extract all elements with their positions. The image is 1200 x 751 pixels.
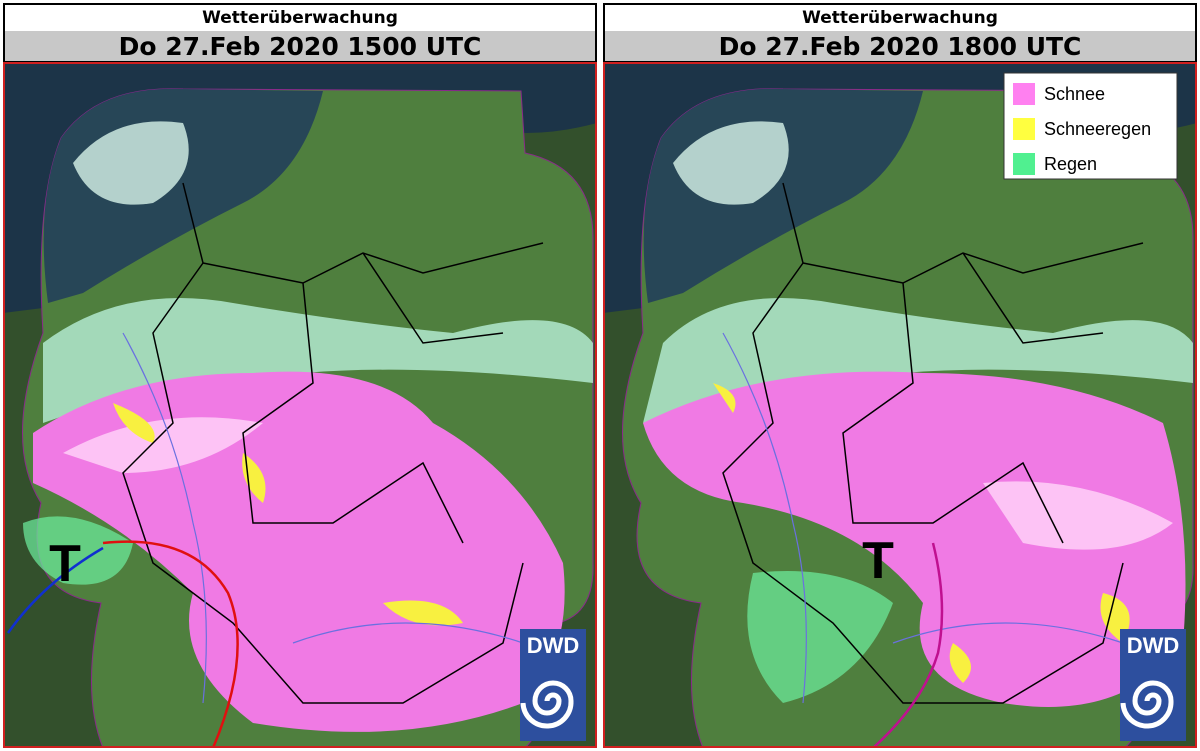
- subtitle: Do 27.Feb 2020 1500 UTC: [119, 32, 482, 61]
- panel: T Wetterüberwachung Do 27.Feb 2020 1500 UT…: [3, 3, 597, 748]
- legend-swatch: [1013, 118, 1035, 140]
- rain-north: [73, 121, 189, 205]
- precipitation: [23, 121, 593, 732]
- rivers: [722, 332, 1124, 704]
- header-band: [603, 31, 1197, 62]
- borders: [122, 182, 544, 704]
- snow-light: [63, 417, 263, 473]
- snow-light: [983, 481, 1173, 550]
- front: [872, 542, 944, 748]
- legend-label: Schnee: [1044, 84, 1105, 104]
- rain-south: [23, 516, 133, 585]
- map-frame: [603, 62, 1197, 748]
- front: [102, 540, 239, 748]
- rivers: [122, 332, 524, 704]
- logo-swirl: [520, 680, 574, 729]
- legend-label: Schneeregen: [1044, 119, 1151, 139]
- panel: T Wetterüberwachung Do 27.Feb 2020 1800 UT…: [603, 3, 1197, 748]
- legend-swatch: [1013, 153, 1035, 175]
- rain-band: [643, 298, 1193, 423]
- rain-band: [43, 298, 593, 423]
- dwd-logo: DWD: [520, 629, 586, 741]
- title: Wetterüberwachung: [202, 8, 398, 28]
- map: T: [603, 62, 1197, 748]
- logo-text: DWD: [527, 633, 580, 658]
- header-top: [603, 3, 1197, 31]
- borders: [722, 182, 1144, 704]
- map-frame: [3, 62, 597, 748]
- rain-north: [673, 121, 789, 205]
- low-label: T: [49, 535, 81, 593]
- sleet-band: [113, 403, 463, 626]
- legend: Schnee Schneeregen Regen: [1003, 72, 1178, 180]
- rain-south: [747, 571, 893, 703]
- header-band: [3, 31, 597, 62]
- subtitle: Do 27.Feb 2020 1800 UTC: [719, 32, 1082, 61]
- low-label: T: [862, 532, 894, 590]
- title: Wetterüberwachung: [802, 8, 998, 28]
- dwd-logo: DWD: [1120, 629, 1186, 741]
- front: [6, 546, 104, 634]
- precipitation: [643, 121, 1193, 707]
- logo-text: DWD: [1127, 633, 1180, 658]
- snow-area: [643, 371, 1186, 707]
- legend-label: Regen: [1044, 154, 1097, 174]
- legend-swatch: [1013, 83, 1035, 105]
- logo-swirl: [1120, 680, 1174, 729]
- header-top: [3, 3, 597, 31]
- map: T: [3, 62, 597, 748]
